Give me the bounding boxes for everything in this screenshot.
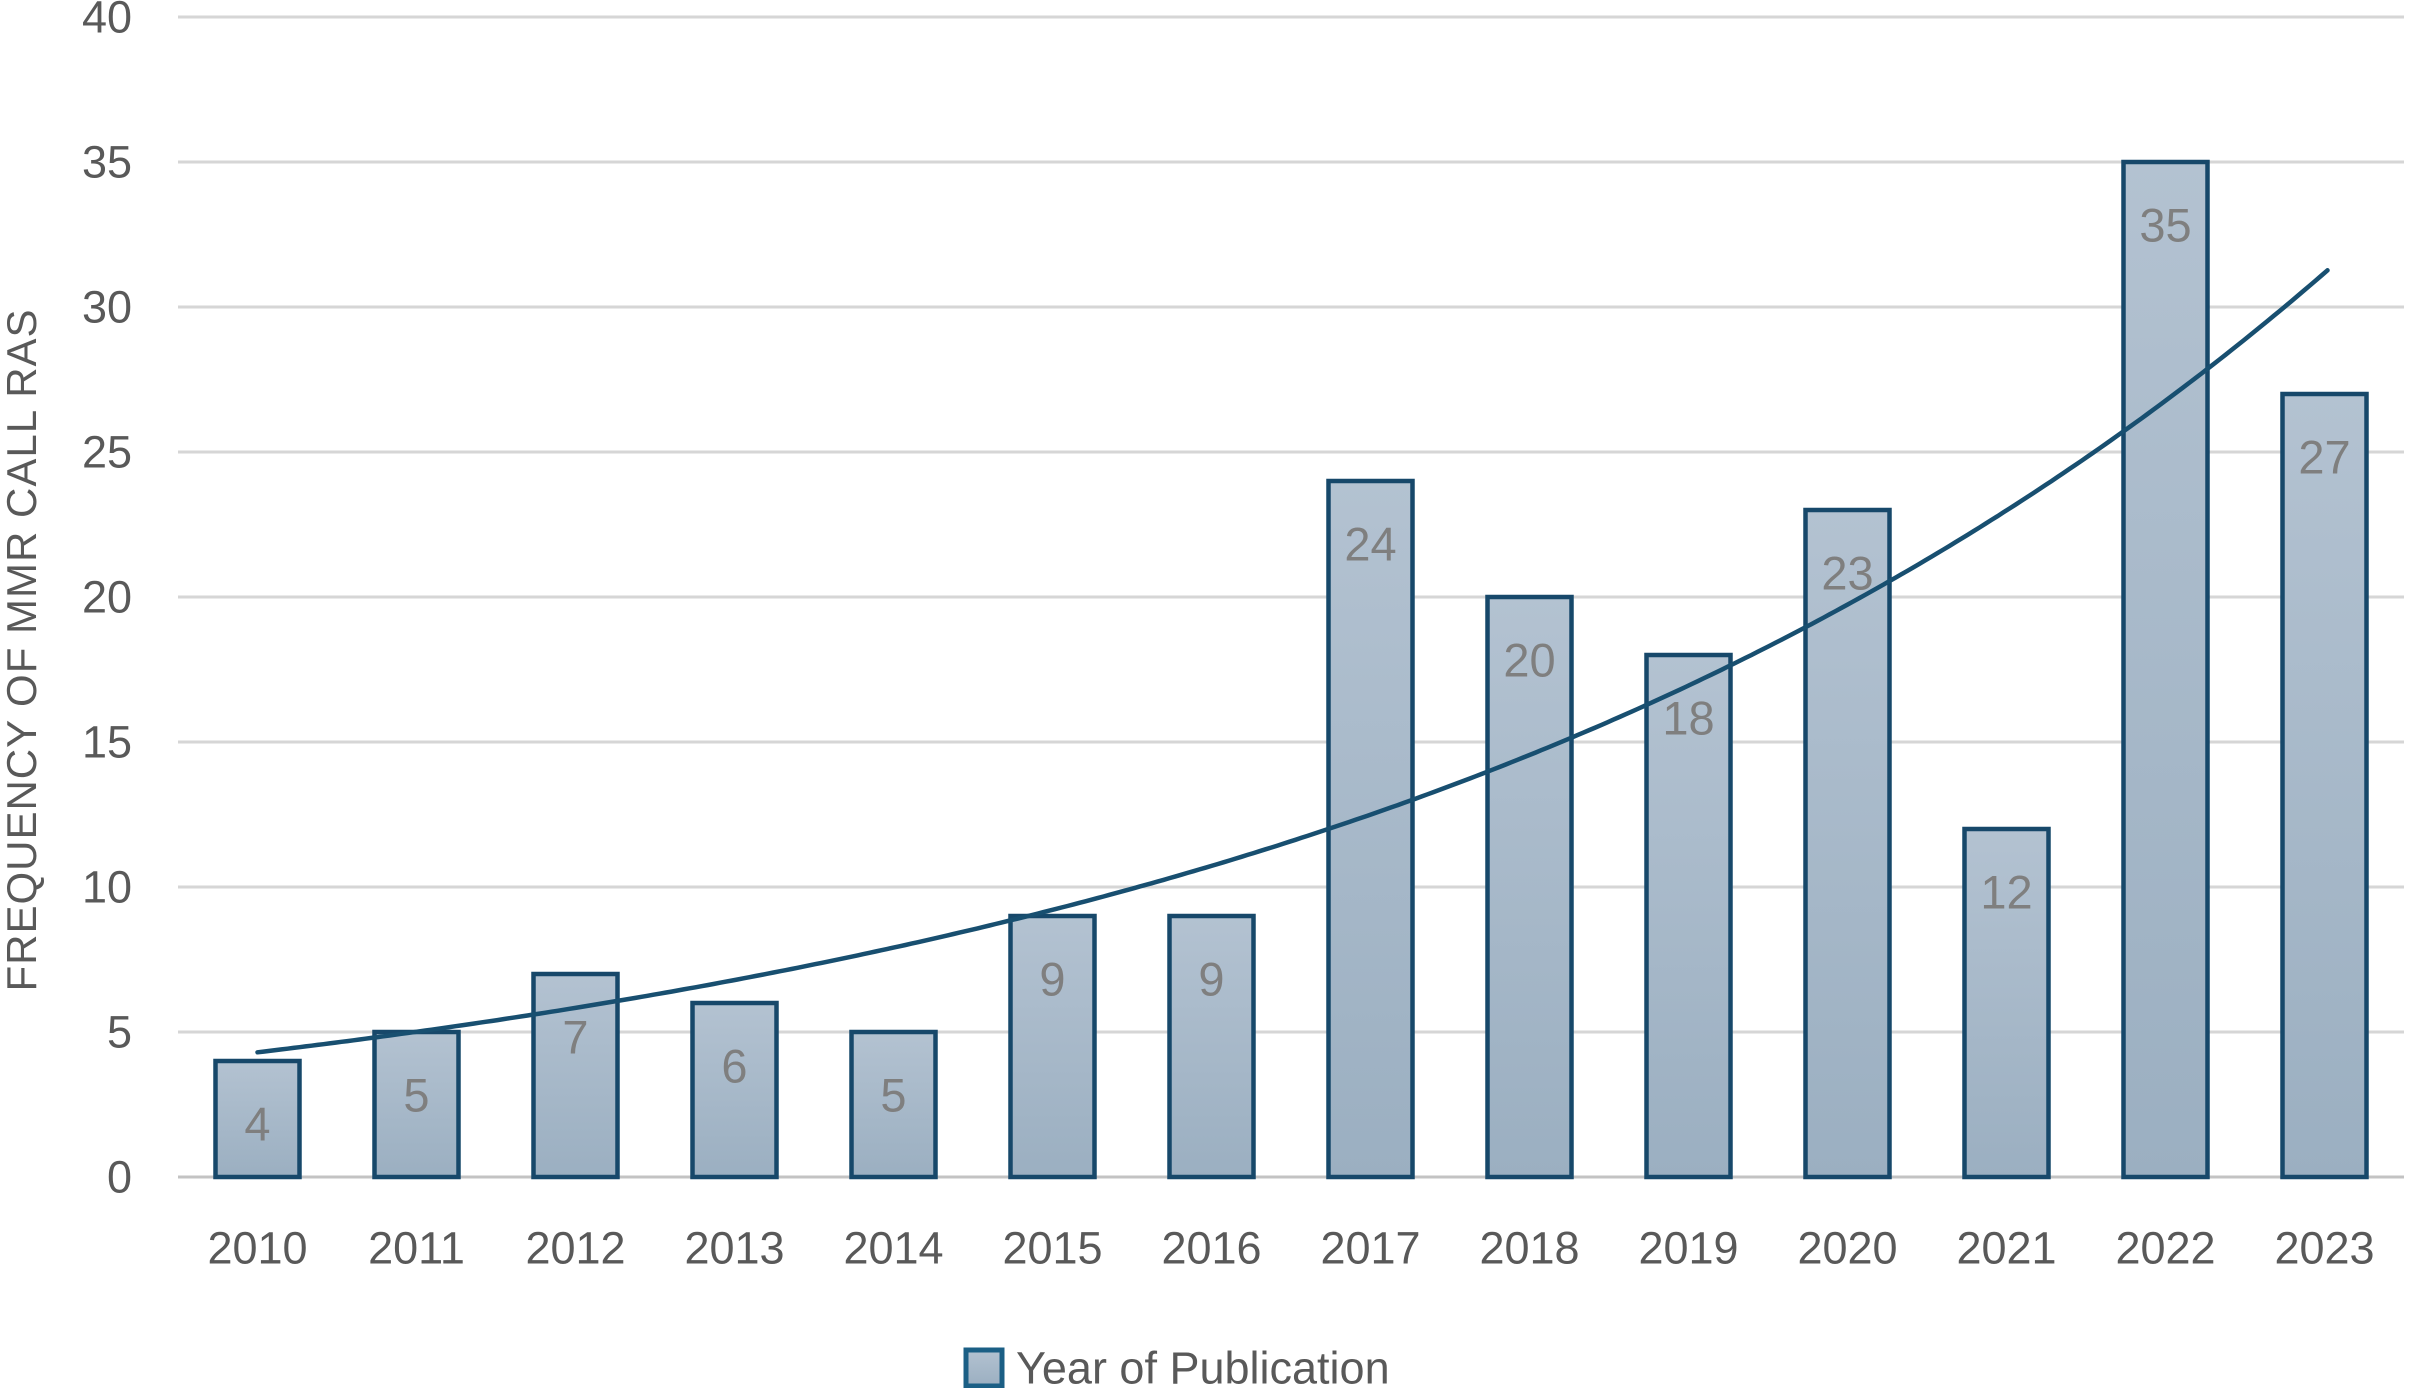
trendline-path bbox=[255, 268, 2330, 1055]
y-tick-label-30: 30 bbox=[82, 282, 132, 333]
bar-2011 bbox=[372, 1029, 461, 1180]
bar-value-label-2013: 6 bbox=[721, 1040, 747, 1093]
y-tick-label-40: 40 bbox=[82, 0, 132, 43]
bar-series bbox=[213, 159, 2369, 1180]
x-tick-label-2012: 2012 bbox=[525, 1223, 625, 1274]
x-tick-label-2011: 2011 bbox=[368, 1223, 465, 1274]
x-tick-label-2023: 2023 bbox=[2274, 1223, 2374, 1274]
bar-value-label-2010: 4 bbox=[244, 1098, 270, 1151]
y-tick-label-5: 5 bbox=[107, 1007, 132, 1058]
bar-2020 bbox=[1803, 507, 1892, 1180]
y-tick-label-20: 20 bbox=[82, 572, 132, 623]
bar-value-label-2018: 20 bbox=[1503, 634, 1555, 687]
x-axis-category-labels: 2010 2011 2012 2013 2014 2015 2016 2017 2018 2019… bbox=[207, 1223, 2374, 1274]
bar-value-label-2022: 35 bbox=[2139, 199, 2191, 252]
x-tick-label-2015: 2015 bbox=[1002, 1223, 1102, 1274]
x-tick-label-2020: 2020 bbox=[1797, 1223, 1897, 1274]
x-tick-label-2022: 2022 bbox=[2115, 1223, 2215, 1274]
x-tick-label-2021: 2021 bbox=[1956, 1223, 2056, 1274]
bar-2014 bbox=[849, 1029, 938, 1180]
gridlines bbox=[178, 15, 2404, 1179]
bar-value-label-2015: 9 bbox=[1039, 953, 1065, 1006]
bar-2013 bbox=[690, 1000, 779, 1180]
x-tick-label-2013: 2013 bbox=[684, 1223, 784, 1274]
bar-value-label-2020: 23 bbox=[1821, 547, 1873, 600]
bar-2018 bbox=[1485, 594, 1574, 1180]
bar-2019 bbox=[1644, 652, 1733, 1180]
bar-2023 bbox=[2280, 391, 2369, 1180]
y-tick-label-10: 10 bbox=[82, 862, 132, 913]
x-tick-label-2018: 2018 bbox=[1479, 1223, 1579, 1274]
bar-value-label-2017: 24 bbox=[1344, 518, 1396, 571]
bar-2022 bbox=[2121, 159, 2210, 1180]
bar-2015 bbox=[1008, 913, 1097, 1180]
exponential-trendline bbox=[255, 268, 2330, 1055]
bar-value-labels: 4 5 7 6 5 9 9 24 20 18 23 12 35 27 bbox=[244, 199, 2350, 1151]
y-tick-label-25: 25 bbox=[82, 427, 132, 478]
bar-value-label-2011: 5 bbox=[403, 1069, 429, 1122]
legend-swatch-icon bbox=[963, 1347, 1005, 1388]
x-tick-label-2014: 2014 bbox=[843, 1223, 943, 1274]
y-axis-title: FREQUENCY OF MMR CALL RAS bbox=[0, 308, 45, 991]
x-tick-label-2017: 2017 bbox=[1320, 1223, 1420, 1274]
bar-value-label-2019: 18 bbox=[1662, 692, 1714, 745]
bar-value-label-2016: 9 bbox=[1198, 953, 1224, 1006]
legend-label: Year of Publication bbox=[1016, 1343, 1390, 1388]
x-tick-label-2016: 2016 bbox=[1161, 1223, 1261, 1274]
bar-2021 bbox=[1962, 826, 2051, 1180]
bar-2010 bbox=[213, 1058, 302, 1180]
bar-2017 bbox=[1326, 478, 1415, 1180]
x-tick-label-2019: 2019 bbox=[1638, 1223, 1738, 1274]
y-tick-label-0: 0 bbox=[107, 1152, 132, 1203]
bar-value-label-2021: 12 bbox=[1980, 866, 2032, 919]
bar-value-label-2023: 27 bbox=[2298, 431, 2350, 484]
y-axis-tick-labels: 0 5 10 15 20 25 30 35 40 bbox=[82, 0, 132, 1203]
legend: Year of Publication bbox=[963, 1343, 1390, 1388]
bar-value-label-2012: 7 bbox=[562, 1011, 588, 1064]
y-tick-label-35: 35 bbox=[82, 137, 132, 188]
bar-value-label-2014: 5 bbox=[880, 1069, 906, 1122]
y-tick-label-15: 15 bbox=[82, 717, 132, 768]
x-tick-label-2010: 2010 bbox=[207, 1223, 307, 1274]
bar-2016 bbox=[1167, 913, 1256, 1180]
